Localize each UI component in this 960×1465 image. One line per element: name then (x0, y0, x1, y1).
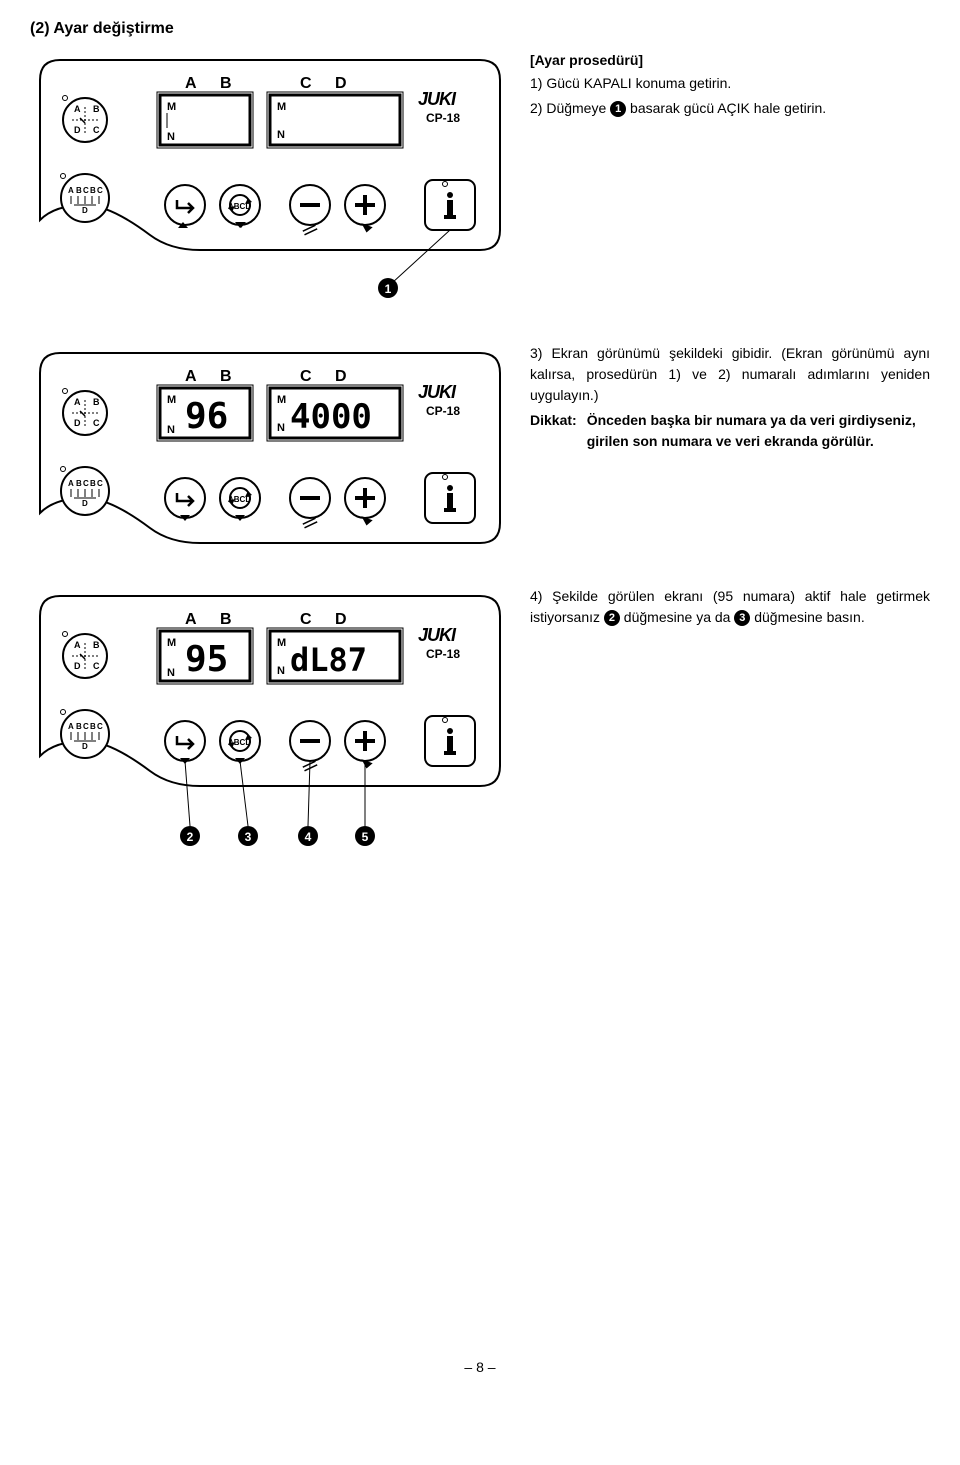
svg-text:C: C (300, 368, 312, 385)
control-panel-3: ABDC ABCBCD ABCD MN 95 MN dL87 JUKICP-18… (30, 586, 510, 856)
svg-text:M: M (277, 394, 286, 406)
control-panel-1: AB DC ABCBC D A B C D M N M N (30, 50, 510, 310)
callout-ref-1: 1 (610, 101, 626, 117)
svg-text:B: B (76, 186, 82, 195)
svg-text:D: D (82, 206, 88, 215)
svg-text:ABCD: ABCD (228, 202, 251, 211)
svg-text:B: B (90, 479, 96, 488)
page-number: – 8 – (30, 1359, 930, 1375)
svg-text:D: D (74, 418, 81, 428)
svg-text:4: 4 (305, 830, 312, 844)
svg-text:B: B (93, 397, 100, 407)
svg-text:3: 3 (245, 830, 252, 844)
svg-text:M: M (277, 637, 286, 649)
callout-ref-2: 2 (604, 610, 620, 626)
svg-text:B: B (90, 722, 96, 731)
svg-text:JUKI: JUKI (418, 382, 457, 402)
caution-body: Önceden başka bir numara ya da veri gird… (587, 410, 930, 452)
svg-text:CP-18: CP-18 (426, 404, 460, 418)
svg-text:CP-18: CP-18 (426, 647, 460, 661)
step-3: 3) Ekran görünümü şekildeki gibidir. (Ek… (530, 343, 930, 406)
svg-text:M: M (167, 101, 176, 113)
svg-text:5: 5 (362, 830, 369, 844)
svg-text:C: C (97, 186, 103, 195)
svg-text:A: A (185, 75, 197, 92)
svg-text:1: 1 (385, 282, 392, 296)
svg-text:B: B (93, 640, 100, 650)
svg-text:D: D (335, 368, 347, 385)
svg-text:C: C (300, 75, 312, 92)
svg-text:M: M (167, 394, 176, 406)
svg-text:D: D (335, 75, 347, 92)
svg-text:N: N (167, 667, 175, 679)
svg-text:C: C (300, 611, 312, 628)
svg-text:C: C (93, 125, 100, 135)
svg-text:D: D (335, 611, 347, 628)
svg-text:JUKI: JUKI (418, 89, 457, 109)
svg-text:B: B (220, 611, 232, 628)
svg-text:B: B (93, 104, 100, 114)
svg-text:D: D (74, 125, 81, 135)
svg-text:N: N (167, 131, 175, 143)
svg-text:A: A (68, 479, 74, 488)
step-1: 1) Gücü KAPALI konuma getirin. (530, 73, 930, 94)
svg-text:N: N (277, 129, 285, 141)
svg-text:C: C (97, 722, 103, 731)
caution-label: Dikkat: (530, 410, 577, 452)
svg-text:C: C (93, 418, 100, 428)
svg-text:B: B (220, 75, 232, 92)
svg-text:B: B (76, 479, 82, 488)
step-2: 2) Düğmeye 1 basarak gücü AÇIK hale geti… (530, 98, 930, 119)
svg-text:A: A (74, 397, 81, 407)
svg-text:M: M (167, 637, 176, 649)
display-left-value: 96 (185, 396, 228, 437)
svg-text:A: A (68, 722, 74, 731)
svg-text:C: C (83, 479, 89, 488)
svg-text:B: B (76, 722, 82, 731)
procedure-heading: [Ayar prosedürü] (530, 50, 930, 71)
svg-text:A: A (185, 368, 197, 385)
svg-text:A: A (185, 611, 197, 628)
svg-text:D: D (82, 742, 88, 751)
svg-text:A: A (68, 186, 74, 195)
callout-ref-3: 3 (734, 610, 750, 626)
step-4: 4) Şekilde görülen ekranı (95 numara) ak… (530, 586, 930, 628)
svg-text:B: B (220, 368, 232, 385)
svg-text:ABCD: ABCD (228, 738, 251, 747)
svg-text:N: N (167, 424, 175, 436)
display-right-value: dL87 (290, 641, 367, 679)
svg-text:C: C (83, 722, 89, 731)
svg-text:D: D (74, 661, 81, 671)
display-left-value: 95 (185, 639, 228, 680)
svg-text:2: 2 (187, 830, 194, 844)
svg-text:A: A (74, 104, 81, 114)
section-title: (2) Ayar değiştirme (30, 20, 930, 38)
svg-text:ABCD: ABCD (228, 495, 251, 504)
svg-text:A: A (74, 640, 81, 650)
svg-text:CP-18: CP-18 (426, 111, 460, 125)
info-button[interactable] (425, 180, 475, 230)
svg-text:C: C (83, 186, 89, 195)
svg-text:D: D (82, 499, 88, 508)
svg-text:JUKI: JUKI (418, 625, 457, 645)
svg-text:C: C (93, 661, 100, 671)
svg-text:B: B (90, 186, 96, 195)
svg-text:N: N (277, 422, 285, 434)
svg-text:C: C (97, 479, 103, 488)
control-panel-2: ABDC ABCBCD ABCD MN 96 MN 4000 JUKICP-18… (30, 343, 510, 553)
svg-text:M: M (277, 101, 286, 113)
display-right-value: 4000 (290, 397, 372, 437)
svg-text:N: N (277, 665, 285, 677)
